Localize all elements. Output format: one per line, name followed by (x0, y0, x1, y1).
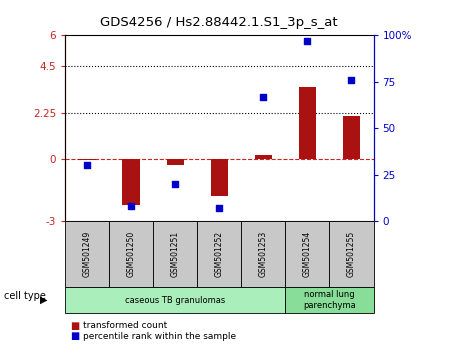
Bar (255, 155, 272, 159)
Text: GSM501253: GSM501253 (259, 231, 268, 277)
Point (84, 163, 91, 169)
Bar (78, 159, 96, 160)
Text: ■: ■ (70, 331, 79, 341)
Bar (343, 116, 360, 159)
Text: ▶: ▶ (40, 295, 48, 305)
Text: GDS4256 / Hs2.88442.1.S1_3p_s_at: GDS4256 / Hs2.88442.1.S1_3p_s_at (100, 16, 338, 29)
Point (260, 94, 267, 99)
Bar (211, 159, 228, 196)
Bar (299, 87, 316, 159)
Text: GSM501249: GSM501249 (83, 231, 92, 277)
Point (216, 205, 223, 211)
Text: GSM501255: GSM501255 (347, 231, 356, 277)
Text: transformed count: transformed count (83, 321, 167, 330)
Text: cell type: cell type (4, 291, 46, 302)
Text: normal lung
parenchyma: normal lung parenchyma (303, 290, 356, 310)
Text: GSM501254: GSM501254 (303, 231, 312, 277)
Bar (166, 159, 184, 166)
Text: percentile rank within the sample: percentile rank within the sample (83, 332, 236, 341)
Text: caseous TB granulomas: caseous TB granulomas (125, 296, 225, 304)
Point (128, 204, 135, 209)
Text: ■: ■ (70, 321, 79, 331)
Text: GSM501251: GSM501251 (171, 231, 180, 277)
Point (172, 181, 179, 187)
Point (348, 77, 355, 83)
Bar (122, 159, 140, 205)
Text: GSM501252: GSM501252 (215, 231, 224, 277)
Text: GSM501250: GSM501250 (127, 231, 136, 277)
Point (304, 38, 311, 44)
